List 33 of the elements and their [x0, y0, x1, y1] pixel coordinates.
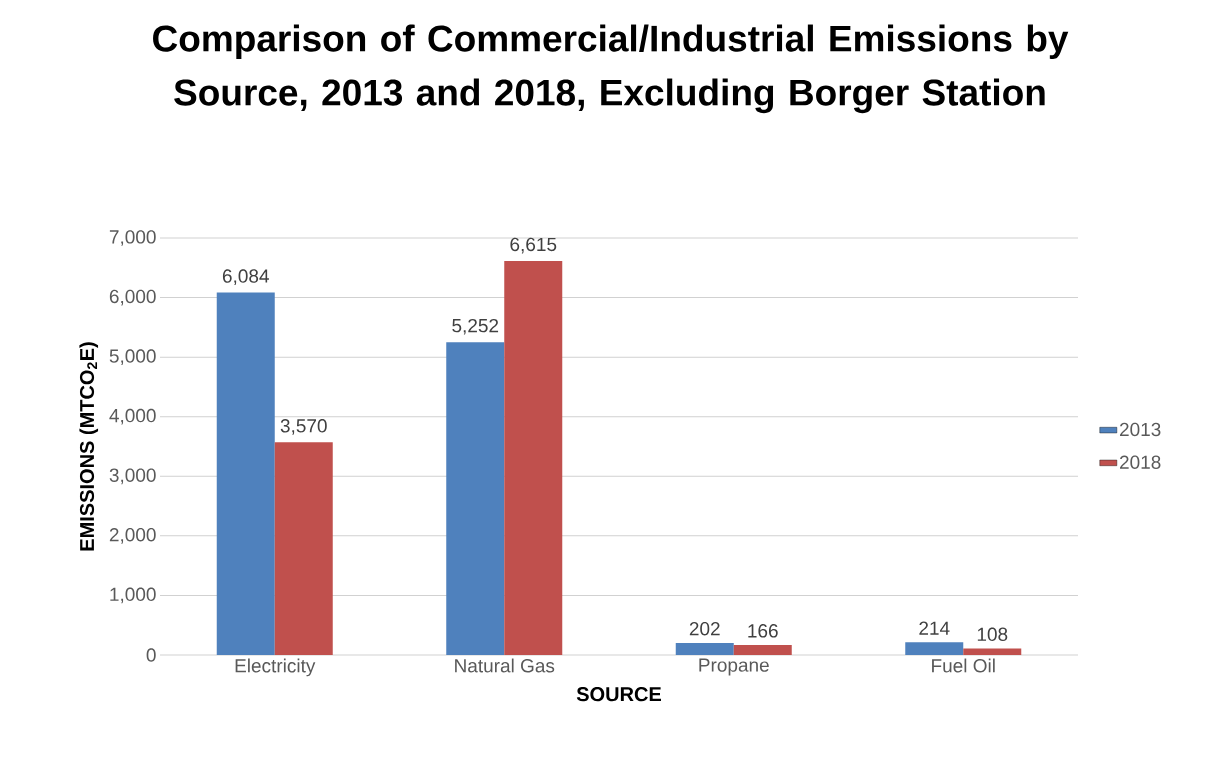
y-axis-title: EMISSIONS (MTCO$_{2}$E) — [79, 342, 99, 551]
data-label: 6,615 — [510, 237, 557, 254]
y-tick-label: 6,000 — [109, 289, 156, 306]
data-label: 166 — [748, 624, 778, 638]
y-tick-label: 5,000 — [109, 349, 156, 365]
data-label: 108 — [977, 627, 1008, 642]
legend-label: 2018 — [1120, 455, 1161, 469]
x-tick-label: Propane — [699, 658, 769, 676]
chart-title: Comparison of Commercial/Industrial Emissions by Source, 2013 and 2018, Excluding Borger Station — [153, 24, 1069, 114]
y-tick-label: 1,000 — [110, 587, 156, 604]
bar — [963, 648, 1022, 655]
y-tick-label: 4,000 — [109, 408, 156, 425]
data-label: 3,570 — [280, 419, 327, 435]
x-tick-label: Electricity — [235, 658, 316, 677]
bar — [274, 442, 333, 655]
bar — [733, 645, 792, 655]
x-tick-label: Fuel Oil — [932, 658, 995, 673]
y-tick-label: 3,000 — [109, 468, 156, 485]
y-tick-label: 2,000 — [109, 528, 156, 544]
data-label: 214 — [919, 621, 950, 635]
legend-label: 2013 — [1120, 422, 1161, 437]
data-label: 6,084 — [222, 269, 269, 286]
bar — [675, 642, 734, 655]
y-tick-label: 7,000 — [109, 230, 156, 246]
data-label: 202 — [689, 621, 720, 636]
bar — [905, 642, 964, 655]
data-label: 5,252 — [452, 318, 499, 335]
x-tick-label: Natural Gas — [455, 658, 555, 673]
bar — [216, 292, 275, 655]
bar — [504, 260, 563, 655]
x-axis-title: SOURCE — [576, 687, 661, 702]
bar — [446, 342, 505, 655]
y-tick-label: 0 — [146, 648, 156, 662]
